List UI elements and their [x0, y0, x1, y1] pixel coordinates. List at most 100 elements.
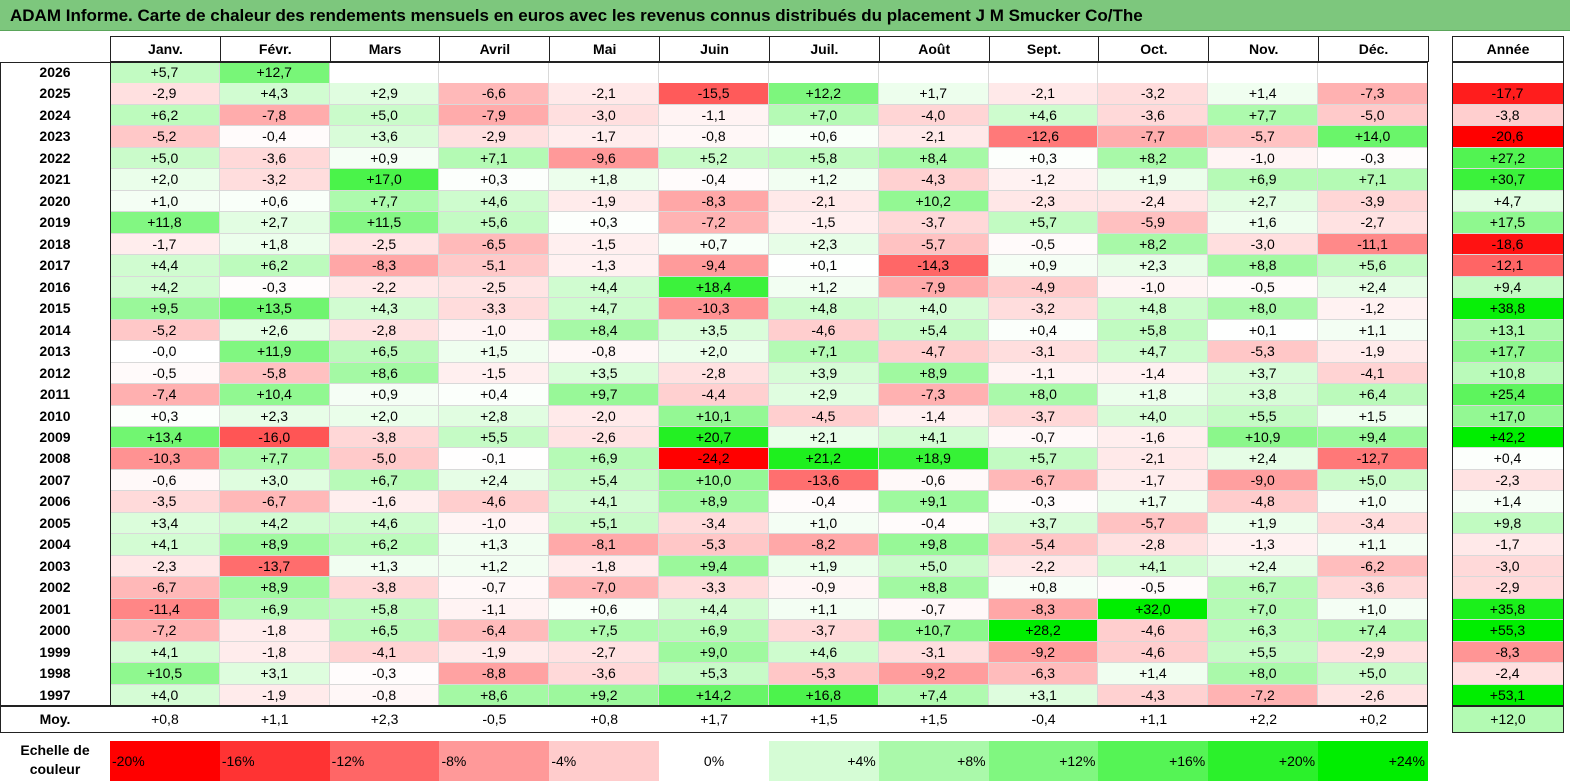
year-label: 2024: [39, 106, 71, 123]
heatmap-cell: +1,1: [768, 598, 879, 621]
year-label: 1999: [39, 643, 71, 660]
heatmap-cell: +10,9: [1208, 426, 1319, 449]
heatmap-cell: -6,3: [988, 663, 1099, 685]
heatmap-cell: -0,0: [110, 341, 220, 363]
year-label: 1998: [39, 665, 71, 682]
annual-cell: +30,7: [1452, 169, 1564, 191]
heatmap-cell: -1,7: [549, 126, 660, 148]
scale-swatch: +12%: [988, 741, 1099, 781]
heatmap-cell: -12,7: [1318, 448, 1428, 470]
heatmap-cell: -0,3: [329, 663, 440, 685]
heatmap-cell: +0,6: [768, 126, 879, 148]
heatmap-cell: +5,5: [439, 426, 550, 449]
year-label: 2021: [39, 171, 71, 188]
heatmap-cell: +2,0: [329, 405, 440, 428]
scale-swatch: -20%: [110, 741, 220, 781]
heatmap-cell: +4,1: [878, 426, 989, 449]
heatmap-cell: -5,1: [439, 255, 550, 277]
heatmap-cell: +4,2: [219, 512, 330, 535]
heatmap-cell: +5,1: [549, 512, 660, 535]
heatmap-cell: +6,3: [1208, 620, 1319, 642]
heatmap-cell: +5,4: [878, 319, 989, 342]
heatmap-cell: +0,9: [329, 384, 440, 406]
heatmap-cell: -2,8: [659, 362, 769, 385]
heatmap-cell: -7,2: [659, 212, 769, 234]
heatmap-cell: -4,6: [768, 319, 879, 342]
heatmap-cell: -3,6: [1318, 577, 1428, 599]
annual-cell: +53,1: [1452, 684, 1564, 707]
heatmap-cell: +5,8: [329, 598, 440, 621]
average-cell: +0,2: [1359, 711, 1387, 727]
year-label: 2004: [39, 536, 71, 553]
heatmap-cell: -10,3: [110, 448, 220, 470]
heatmap-cell: [878, 62, 989, 84]
heatmap-cell: +5,6: [439, 212, 550, 234]
scale-swatch: +4%: [768, 741, 879, 781]
heatmap-cell: +28,2: [988, 620, 1099, 642]
heatmap-cell: +6,7: [329, 469, 440, 492]
year-label: 2010: [39, 407, 71, 424]
heatmap-cell: +3,4: [110, 512, 220, 535]
heatmap-cell: -5,3: [659, 534, 769, 556]
heatmap-cell: -2,6: [1318, 684, 1428, 707]
heatmap-cell: -5,2: [110, 319, 220, 342]
heatmap-cell: +1,0: [1318, 598, 1428, 621]
heatmap-cell: +13,4: [110, 426, 220, 449]
color-scale-label: Echelle de couleur: [20, 742, 90, 777]
heatmap-cell: -4,5: [768, 405, 879, 428]
heatmap-cell: -7,0: [549, 577, 660, 599]
heatmap-cell: -7,7: [1098, 126, 1209, 148]
heatmap-cell: -0,4: [768, 491, 879, 513]
heatmap-cell: +1,3: [329, 555, 440, 578]
heatmap-cell: +2,4: [439, 469, 550, 492]
month-header: Mai: [549, 36, 661, 62]
heatmap-cell: -1,0: [439, 512, 550, 535]
heatmap-cell: +1,8: [219, 233, 330, 256]
heatmap-cell: -1,5: [768, 212, 879, 234]
heatmap-cell: +6,9: [549, 448, 660, 470]
heatmap-cell: -3,2: [1098, 83, 1209, 105]
heatmap-cell: +8,0: [988, 384, 1099, 406]
heatmap-cell: -1,7: [110, 233, 220, 256]
heatmap-cell: +7,0: [1208, 598, 1319, 621]
year-label: 2016: [39, 278, 71, 295]
heatmap-cell: -1,8: [219, 641, 330, 664]
heatmap-cell: +4,7: [1098, 341, 1209, 363]
heatmap-cell: -0,6: [110, 469, 220, 492]
heatmap-cell: +2,9: [329, 83, 440, 105]
average-annual-cell: +12,0: [1452, 706, 1564, 733]
average-cell: +1,5: [919, 711, 948, 727]
heatmap-cell: +10,7: [878, 620, 989, 642]
heatmap-cell: -1,1: [988, 362, 1099, 385]
heatmap-cell: +4,1: [1098, 555, 1209, 578]
heatmap-cell: -2,9: [439, 126, 550, 148]
heatmap-cell: -1,3: [549, 255, 660, 277]
heatmap-cell: +10,5: [110, 663, 220, 685]
heatmap-cell: +5,7: [110, 62, 220, 84]
annual-cell: -2,9: [1452, 577, 1564, 599]
heatmap-cell: -1,8: [549, 555, 660, 578]
heatmap-cell: -1,8: [219, 620, 330, 642]
heatmap-cell: -2,1: [878, 126, 989, 148]
heatmap-cell: +4,7: [549, 298, 660, 320]
scale-swatch: +24%: [1318, 741, 1428, 781]
heatmap-cell: +4,4: [110, 255, 220, 277]
heatmap-cell: -15,5: [659, 83, 769, 105]
month-header: Août: [878, 36, 990, 62]
heatmap-cell: +10,0: [659, 469, 769, 492]
heatmap-cell: +18,9: [878, 448, 989, 470]
heatmap-cell: +7,7: [1208, 104, 1319, 127]
year-label: 2000: [39, 622, 71, 639]
average-cell: +1,7: [700, 711, 728, 727]
heatmap-cell: -0,8: [549, 341, 660, 363]
annual-header: Année: [1452, 36, 1564, 62]
heatmap-cell: +0,3: [110, 405, 220, 428]
heatmap-cell: -0,8: [659, 126, 769, 148]
heatmap-cell: +0,3: [988, 147, 1099, 170]
heatmap-cell: +0,3: [549, 212, 660, 234]
heatmap-cell: +1,9: [1208, 512, 1319, 535]
year-label: 2006: [39, 493, 71, 510]
annual-cell: +0,4: [1452, 448, 1564, 470]
heatmap-cell: -1,9: [1318, 341, 1428, 363]
heatmap-cell: -4,6: [439, 491, 550, 513]
